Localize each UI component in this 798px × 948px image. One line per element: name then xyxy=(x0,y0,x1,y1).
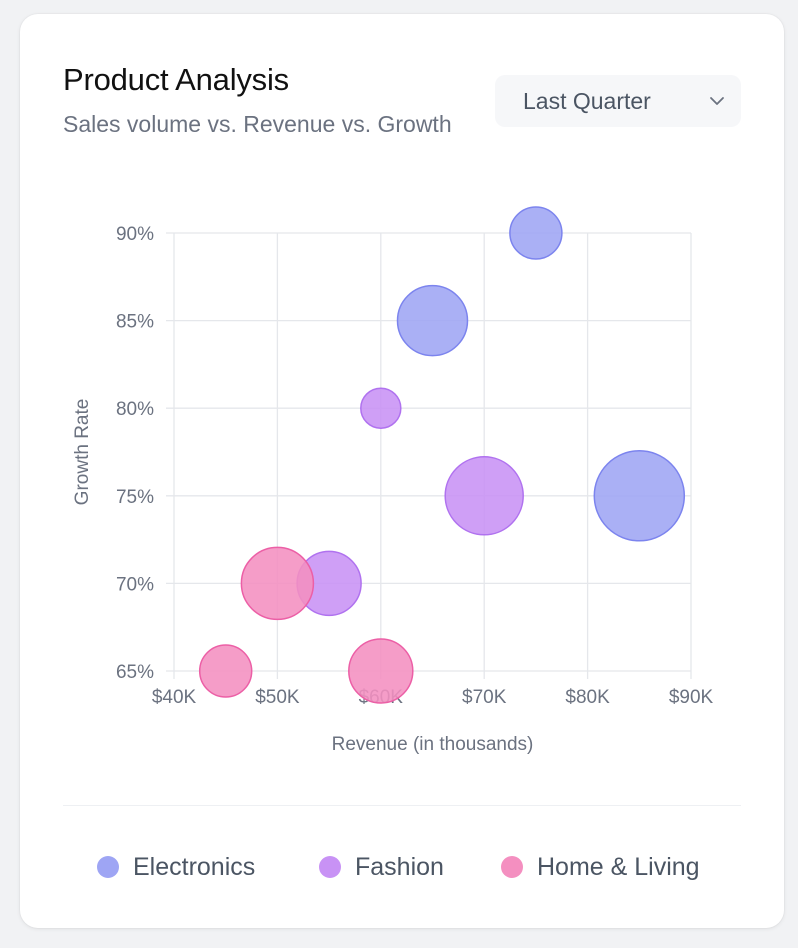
bubble-electronics[interactable] xyxy=(396,284,469,357)
x-tick-label: $70K xyxy=(462,687,507,708)
chevron-down-icon xyxy=(710,97,724,105)
x-tick-label: $40K xyxy=(152,687,197,708)
page-title: Product Analysis xyxy=(63,62,289,97)
bubble-electronics[interactable] xyxy=(593,450,686,542)
legend-label: Fashion xyxy=(355,852,444,881)
product-analysis-card: Product Analysis Sales volume vs. Revenu… xyxy=(20,14,784,928)
x-tick-label: $80K xyxy=(565,687,610,708)
bubbles xyxy=(198,206,686,704)
bubble-home-living[interactable] xyxy=(240,546,315,621)
bubble-fashion[interactable] xyxy=(444,456,524,536)
page-subtitle: Sales volume vs. Revenue vs. Growth xyxy=(63,111,452,137)
bubble-chart: $40K$50K$60K$70K$80K$90K90%85%80%75%70%6… xyxy=(72,206,714,755)
legend-item-home-living[interactable]: Home & Living xyxy=(501,847,700,887)
x-tick-label: $90K xyxy=(669,687,714,708)
y-tick-label: 75% xyxy=(116,487,154,508)
bubble-electronics[interactable] xyxy=(509,206,563,260)
y-tick-label: 65% xyxy=(116,662,154,683)
legend-label: Home & Living xyxy=(537,852,700,881)
period-select-value: Last Quarter xyxy=(523,87,651,114)
bubble-home-living[interactable] xyxy=(198,644,253,698)
legend-swatch-electronics xyxy=(97,856,119,878)
legend-item-fashion[interactable]: Fashion xyxy=(319,847,444,887)
bubble-home-living[interactable] xyxy=(348,638,414,704)
y-axis-title: Growth Rate xyxy=(72,399,93,506)
divider xyxy=(63,805,741,806)
y-tick-label: 80% xyxy=(116,399,154,420)
y-tick-label: 85% xyxy=(116,312,154,333)
period-select[interactable]: Last Quarter xyxy=(495,75,741,127)
legend-swatch-fashion xyxy=(319,856,341,878)
x-tick-label: $50K xyxy=(255,687,300,708)
legend-label: Electronics xyxy=(133,852,256,881)
legend-swatch-home-living xyxy=(501,856,523,878)
y-tick-label: 70% xyxy=(116,574,154,595)
bubble-fashion[interactable] xyxy=(360,387,402,429)
legend-item-electronics[interactable]: Electronics xyxy=(97,847,255,887)
x-axis-title: Revenue (in thousands) xyxy=(332,734,534,755)
y-tick-label: 90% xyxy=(116,224,154,245)
chart-legend: Electronics Fashion Home & Living xyxy=(20,847,784,887)
